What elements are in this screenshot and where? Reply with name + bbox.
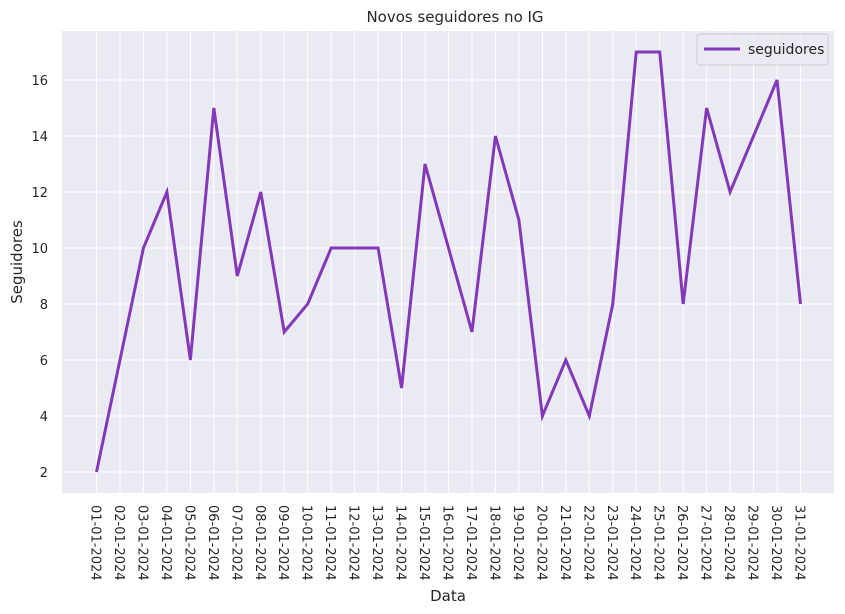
x-tick-label: 06-01-2024 xyxy=(205,505,220,581)
legend-box xyxy=(696,33,829,66)
x-tick-label: 21-01-2024 xyxy=(557,505,572,581)
y-tick-label: 10 xyxy=(31,242,48,257)
x-tick-label: 08-01-2024 xyxy=(252,505,267,581)
y-tick-label: 8 xyxy=(40,298,48,313)
x-tick-label: 16-01-2024 xyxy=(440,505,455,581)
legend: seguidores xyxy=(696,33,829,66)
x-tick-label: 07-01-2024 xyxy=(228,505,243,581)
y-tick-label: 14 xyxy=(31,130,48,145)
series-layer xyxy=(95,50,802,473)
x-tick-label: 18-01-2024 xyxy=(486,505,501,581)
x-tick-label: 25-01-2024 xyxy=(651,505,666,581)
x-tick-label: 14-01-2024 xyxy=(393,505,408,581)
x-tick-label: 29-01-2024 xyxy=(745,505,760,581)
x-tick-label: 28-01-2024 xyxy=(721,505,736,581)
x-tick-label: 15-01-2024 xyxy=(416,505,431,581)
x-tick-label: 02-01-2024 xyxy=(111,505,126,581)
legend-label-seguidores: seguidores xyxy=(748,42,824,58)
x-tick-label: 12-01-2024 xyxy=(346,505,361,581)
y-tick-label: 2 xyxy=(40,466,48,481)
x-tick-label: 30-01-2024 xyxy=(768,505,783,581)
series-line-seguidores xyxy=(95,50,802,473)
x-tick-label: 04-01-2024 xyxy=(158,505,173,581)
x-tick-label: 19-01-2024 xyxy=(510,505,525,581)
x-tick-label: 23-01-2024 xyxy=(604,505,619,581)
y-axis-label: Seguidores xyxy=(8,220,26,304)
y-tick-label: 12 xyxy=(31,186,48,201)
chart-title: Novos seguidores no IG xyxy=(366,8,543,26)
x-tick-label: 22-01-2024 xyxy=(580,505,595,581)
y-tick-label: 6 xyxy=(40,354,48,369)
x-tick-label: 26-01-2024 xyxy=(674,505,689,581)
x-tick-label: 05-01-2024 xyxy=(181,505,196,581)
x-tick-label: 31-01-2024 xyxy=(792,505,807,581)
y-tick-labels: 2 4 6 8 10 12 14 16 xyxy=(31,74,48,481)
x-tick-labels: 01-01-2024 02-01-2024 03-01-2024 04-01-2024… xyxy=(88,505,807,581)
x-tick-label: 20-01-2024 xyxy=(533,505,548,581)
x-tick-label: 01-01-2024 xyxy=(88,505,103,581)
x-tick-label: 27-01-2024 xyxy=(698,505,713,581)
x-tick-label: 13-01-2024 xyxy=(369,505,384,581)
x-tick-label: 03-01-2024 xyxy=(134,505,149,581)
x-axis-label: Data xyxy=(430,587,466,605)
x-tick-label: 17-01-2024 xyxy=(463,505,478,581)
x-tick-label: 09-01-2024 xyxy=(275,505,290,581)
x-tick-label: 24-01-2024 xyxy=(627,505,642,581)
x-tick-label: 11-01-2024 xyxy=(322,505,337,581)
y-tick-label: 4 xyxy=(40,410,48,425)
x-tick-label: 10-01-2024 xyxy=(299,505,314,581)
y-tick-label: 16 xyxy=(31,74,48,89)
